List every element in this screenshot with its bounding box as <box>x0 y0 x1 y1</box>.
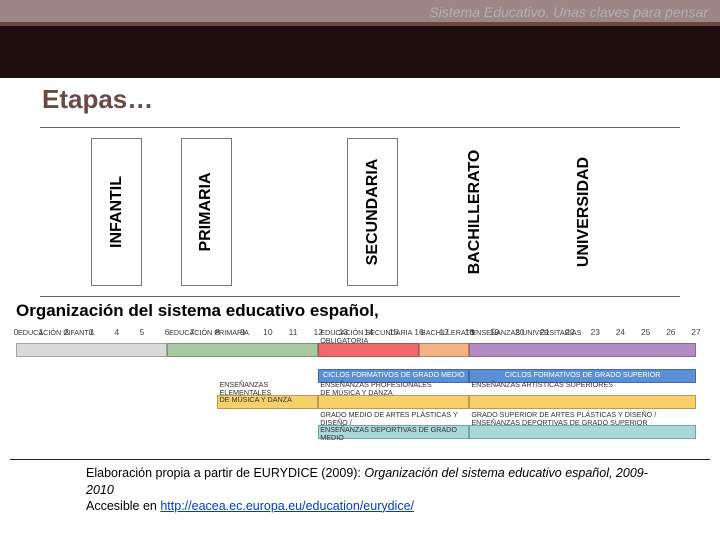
stage-label: UNIVERSIDAD <box>575 157 593 267</box>
track-bar <box>318 395 469 409</box>
source-note: Elaboración propia a partir de EURYDICE … <box>86 465 660 514</box>
track-label: EDUCACIÓN SECUNDARIAOBLIGATORIA <box>320 329 417 344</box>
source-prefix: Elaboración propia a partir de EURYDICE … <box>86 466 364 480</box>
track-bar <box>469 425 696 439</box>
page-title: Etapas… <box>0 78 720 117</box>
stage-label: SECUNDARIA <box>364 159 382 266</box>
stage-box: PRIMARIA <box>181 138 232 286</box>
track-bar <box>167 343 318 357</box>
track-label: EDUCACIÓN PRIMARIA <box>169 329 316 337</box>
track-label: ENSEÑANZAS UNIVERSITARIAS <box>471 329 694 337</box>
diagram-section: Organización del sistema educativo españ… <box>10 301 710 451</box>
track-label: BACHILLERATO <box>421 329 467 337</box>
track-label: GRADO SUPERIOR DE ARTES PLÁSTICAS Y DISE… <box>471 411 694 426</box>
stage-label: PRIMARIA <box>197 172 215 251</box>
stage-label: BACHILLERATO <box>466 150 484 275</box>
tracks-area: EDUCACIÓN INFANTILEDUCACIÓN PRIMARIAEDUC… <box>16 343 704 451</box>
track-label: ENSEÑANZAS ARTÍSTICAS SUPERIORES <box>471 381 694 389</box>
track-bar <box>16 343 167 357</box>
stages-row: INFANTIL PRIMARIA SECUNDARIA BACHILLERATO UN… <box>40 127 680 297</box>
header-banner: Sistema Educativo. Unas claves para pens… <box>0 0 720 26</box>
divider <box>10 459 710 460</box>
dark-band <box>0 26 720 78</box>
track-bar <box>318 343 419 357</box>
track-bar <box>419 343 469 357</box>
track-label: ENSEÑANZAS ELEMENTALESDE MÚSICA Y DANZA <box>219 381 316 404</box>
track-bar <box>469 343 696 357</box>
source-link[interactable]: http://eacea.ec.europa.eu/education/eury… <box>160 499 414 513</box>
stage-box: INFANTIL <box>91 138 142 286</box>
track-label: CICLOS FORMATIVOS DE GRADO MEDIO <box>322 371 465 379</box>
track-label: CICLOS FORMATIVOS DE GRADO SUPERIOR <box>473 371 692 379</box>
stage-box: SECUNDARIA <box>347 138 398 286</box>
diagram-title: Organización del sistema educativo españ… <box>16 301 710 321</box>
track-label: EDUCACIÓN INFANTIL <box>18 329 165 337</box>
track-bar <box>469 395 696 409</box>
stage-label: INFANTIL <box>108 176 126 248</box>
track-label: ENSEÑANZAS PROFESIONALESDE MÚSICA Y DANZ… <box>320 381 467 396</box>
source-line2-prefix: Accesible en <box>86 499 160 513</box>
track-label: GRADO MEDIO DE ARTES PLÁSTICAS Y DISEÑO … <box>320 411 467 441</box>
